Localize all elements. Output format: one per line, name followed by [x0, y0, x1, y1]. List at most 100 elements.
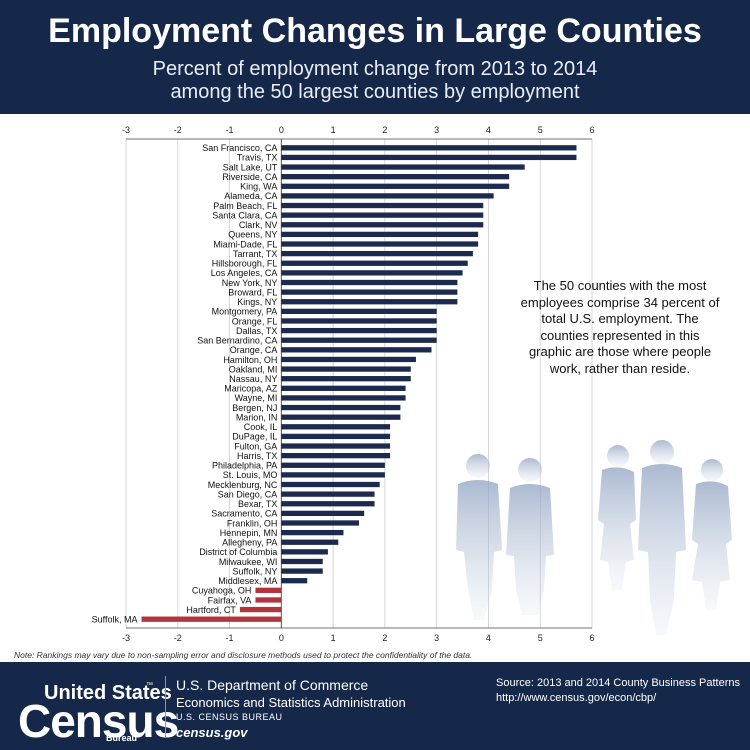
top-x-tick-label: -3: [122, 125, 130, 135]
bar: [281, 356, 416, 363]
category-label: Salt Lake, UT: [223, 162, 278, 172]
category-label: Santa Clara, CA: [212, 210, 277, 220]
bar: [281, 347, 432, 353]
bar: [281, 183, 510, 189]
subtitle-line-1: Percent of employment change from 2013 t…: [152, 58, 598, 80]
bar: [281, 395, 406, 401]
source-url-link[interactable]: http://www.census.gov/econ/cbp/: [496, 692, 657, 704]
source-text: Source: 2013 and 2014 County Business Pa…: [496, 677, 740, 689]
dept-census-bureau: U.S. CENSUS BUREAU: [176, 712, 283, 722]
category-label: District of Columbia: [199, 547, 277, 557]
bottom-x-tick-label: 3: [434, 633, 439, 643]
category-label: Cook, IL: [244, 422, 278, 432]
bar: [281, 202, 484, 209]
category-label: Queens, NY: [228, 230, 277, 240]
bar: [281, 520, 359, 526]
bar: [281, 414, 401, 420]
category-label: Tarrant, TX: [233, 249, 277, 259]
category-label: Marion, IN: [236, 412, 278, 422]
business-people-illustration: [456, 440, 732, 635]
category-label: Bexar, TX: [238, 499, 277, 509]
logo-bureau: Bureau: [106, 733, 138, 743]
bar: [281, 318, 437, 324]
bar: [281, 472, 385, 478]
category-label: Cuyahoga, OH: [192, 586, 252, 596]
top-x-tick-label: 5: [538, 125, 543, 135]
bar: [281, 443, 391, 449]
category-label: St. Louis, MO: [223, 470, 278, 480]
bar: [281, 462, 385, 468]
bar: [281, 433, 391, 440]
census-gov-link[interactable]: census.gov: [176, 725, 248, 740]
category-label: Philadelphia, PA: [212, 461, 277, 471]
chart-subtitle: Percent of employment change from 2013 t…: [0, 58, 750, 104]
bar: [281, 327, 437, 334]
category-label: Wayne, MI: [235, 393, 278, 403]
logo-census: Census: [18, 695, 179, 747]
category-label: Suffolk, MA: [92, 614, 138, 624]
bar: [281, 241, 479, 247]
side-note-text: The 50 counties with the most employees …: [520, 278, 720, 376]
category-label: Miami-Dade, FL: [213, 239, 277, 249]
bar: [281, 250, 473, 257]
bar: [281, 289, 458, 295]
grid-lines: [125, 138, 593, 629]
bar: [281, 308, 437, 314]
category-label: Middlesex, MA: [218, 576, 277, 586]
category-label: Hamilton, OH: [223, 355, 277, 365]
bar: [281, 260, 468, 266]
footer-divider: [165, 676, 166, 738]
category-label: Montgomery, PA: [212, 307, 278, 317]
logo-united-states: United States: [44, 682, 172, 704]
top-x-tick-label: 4: [486, 125, 491, 135]
category-label: Dallas, TX: [236, 326, 277, 336]
category-label: Harris, TX: [237, 451, 277, 461]
category-label: Orange, CA: [230, 345, 278, 355]
bar: [281, 481, 380, 488]
bar: [281, 337, 437, 343]
bar: [281, 529, 344, 536]
category-label: Hillsborough, FL: [212, 259, 278, 269]
bottom-x-tick-label: -1: [226, 633, 234, 643]
footnote: Note: Rankings may vary due to non-sampl…: [14, 650, 473, 660]
bar: [239, 606, 282, 613]
dept-esa: Economics and Statistics Administration: [176, 695, 406, 710]
bar: [281, 145, 577, 151]
bar: [281, 453, 391, 459]
category-label: Travis, TX: [237, 153, 278, 163]
bar: [281, 539, 339, 545]
top-x-tick-label: 6: [589, 125, 594, 135]
category-label: Suffolk, NY: [232, 566, 277, 576]
bar: [281, 366, 411, 372]
bar: [281, 510, 365, 517]
top-x-tick-label: 3: [434, 125, 439, 135]
category-label: Hartford, CT: [186, 605, 236, 615]
category-label: Fulton, GA: [234, 441, 277, 451]
bar: [281, 299, 458, 305]
bar: [255, 597, 282, 603]
bottom-x-tick-label: 4: [486, 633, 491, 643]
category-label: Alameda, CA: [224, 191, 277, 201]
bar: [281, 404, 401, 411]
bar: [281, 212, 484, 218]
category-label: Clark, NV: [239, 220, 278, 230]
category-label: Oakland, MI: [229, 364, 278, 374]
category-label: Hennepin, MN: [220, 528, 278, 538]
bars: [141, 145, 577, 622]
logo-trademark: ™: [146, 682, 153, 689]
subtitle-line-2: among the 50 largest counties by employm…: [170, 81, 580, 103]
bar: [281, 558, 323, 565]
bar: [281, 154, 577, 161]
bottom-x-tick-label: 2: [382, 633, 387, 643]
footer-banner: [0, 662, 750, 750]
bottom-x-tick-label: -3: [122, 633, 130, 643]
bottom-x-tick-label: 1: [331, 633, 336, 643]
category-label: San Bernardino, CA: [197, 336, 277, 346]
bottom-x-tick-label: 5: [538, 633, 543, 643]
category-label: Kings, NY: [237, 297, 277, 307]
header-banner: Employment Changes in Large Counties Per…: [0, 0, 750, 114]
dept-commerce: U.S. Department of Commerce: [176, 677, 369, 693]
bar: [281, 424, 391, 430]
category-label: Allegheny, PA: [222, 538, 277, 548]
